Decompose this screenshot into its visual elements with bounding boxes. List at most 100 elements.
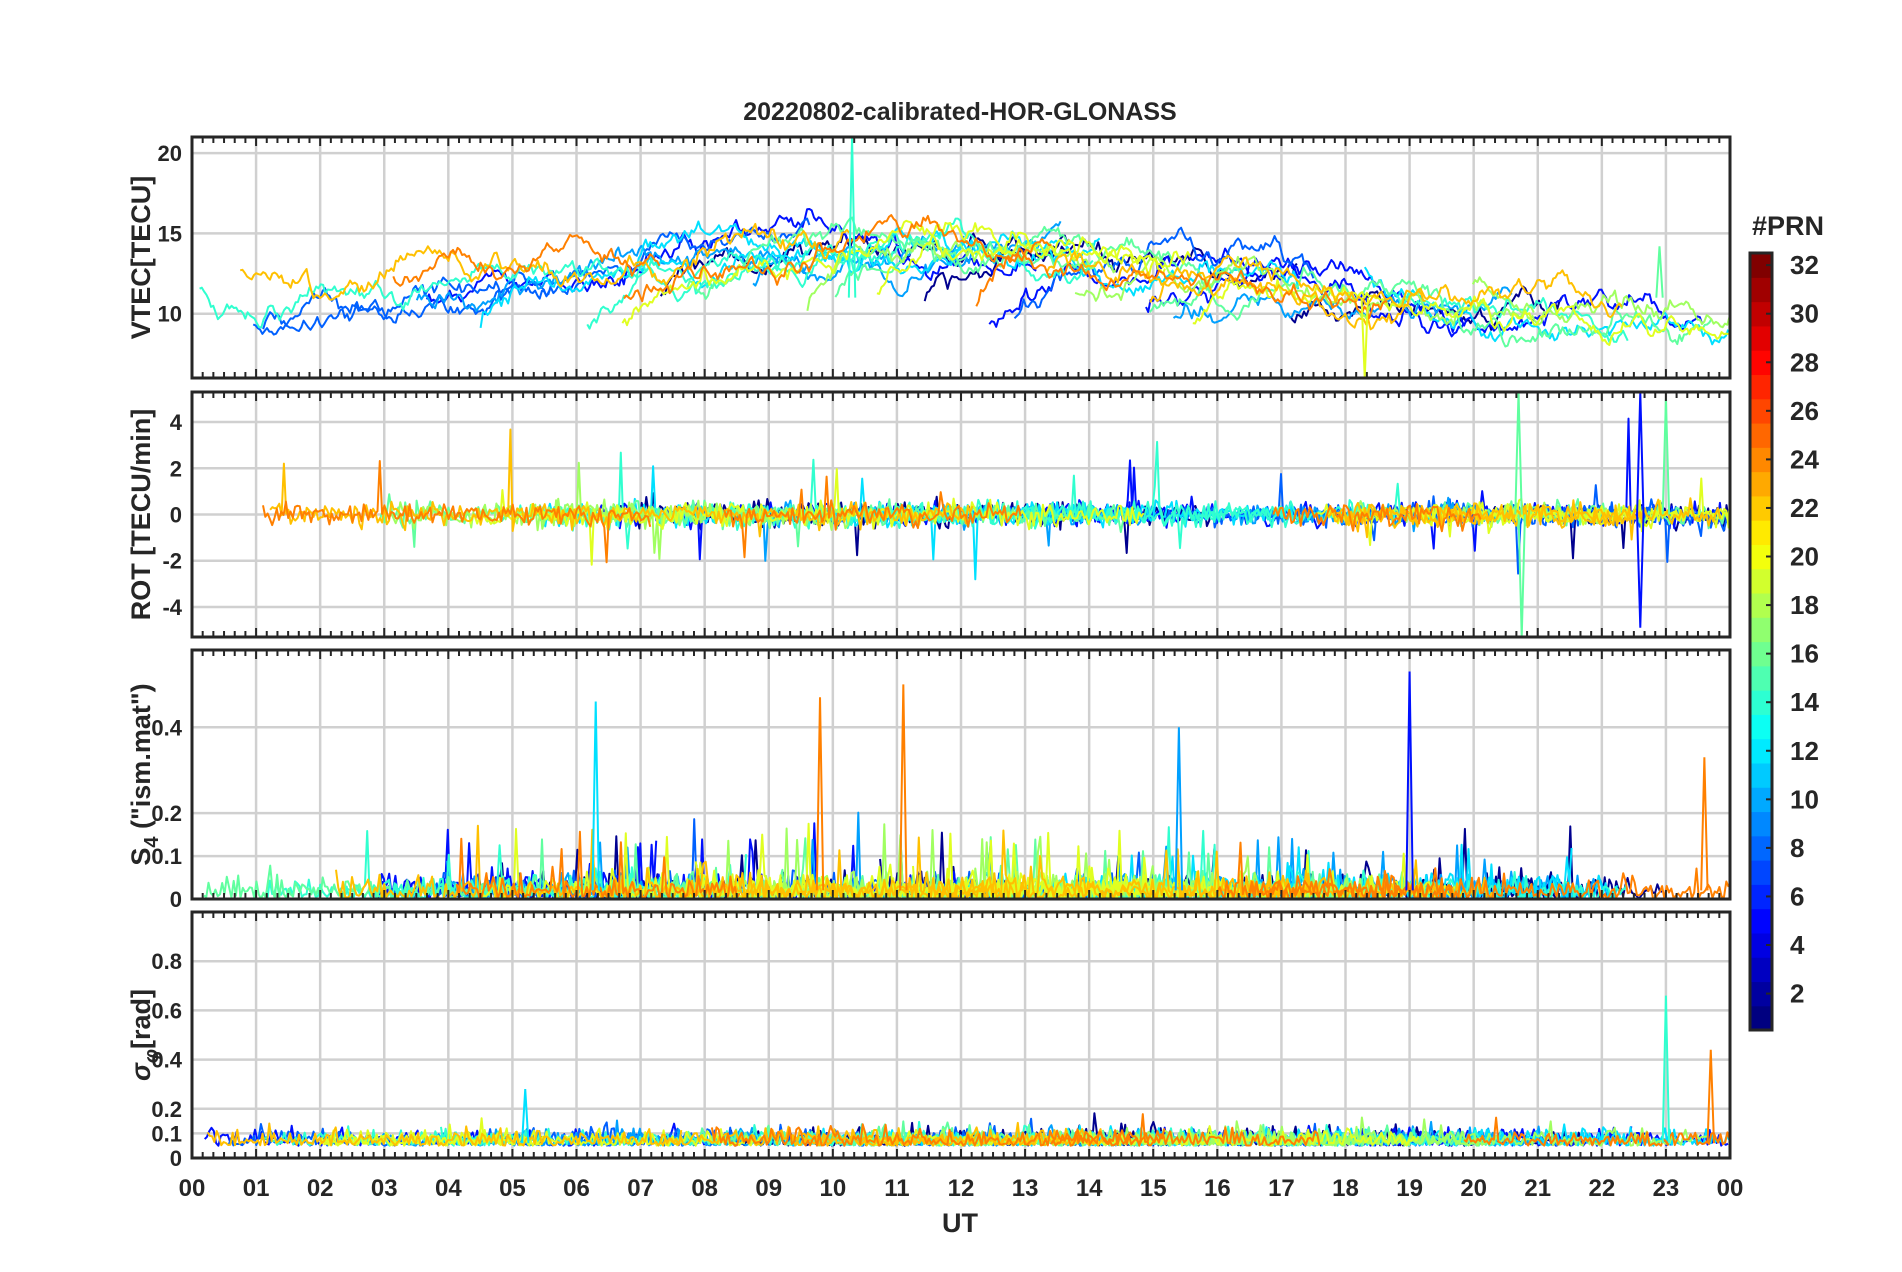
series-spike — [1700, 757, 1709, 891]
series-spike — [1514, 392, 1523, 515]
colorbar-swatch — [1750, 835, 1772, 861]
x-tick-label: 20 — [1460, 1175, 1487, 1202]
colorbar-tick-label: 8 — [1790, 833, 1804, 863]
colorbar-swatch — [1750, 495, 1772, 521]
series-line-prn-22 — [933, 829, 1497, 899]
x-tick-label: 04 — [435, 1175, 462, 1202]
series-spike — [1661, 995, 1671, 1144]
colorbar-swatch — [1750, 690, 1772, 715]
colorbar-swatch — [1750, 981, 1772, 1007]
x-tick-label: 13 — [1012, 1175, 1039, 1202]
colorbar-tick-label: 16 — [1790, 639, 1819, 669]
x-tick-labels: 00 01 02 03 04 05 06 07 08 09 10 11 12 13 14 15 16 17 18 19… — [179, 1175, 1744, 1202]
colorbar-swatch — [1750, 860, 1772, 885]
y-tick-label: 0.1 — [151, 844, 182, 869]
series-line-prn-24 — [1463, 1116, 1730, 1147]
y-axis-label: σφ[rad] — [126, 989, 163, 1081]
colorbar-swatch — [1750, 617, 1772, 643]
series-spike — [899, 684, 908, 891]
x-tick-label: 00 — [1717, 1175, 1744, 1202]
colorbar-tick-label: 24 — [1790, 444, 1819, 474]
y-tick-label: 0 — [170, 503, 182, 528]
colorbar-tick-label: 10 — [1790, 784, 1819, 814]
y-label-main: σ — [126, 1062, 156, 1081]
series-spike — [1405, 671, 1414, 891]
series-spike — [1706, 1049, 1715, 1144]
colorbar-swatch — [1750, 471, 1772, 497]
panel-rot: -4 -2 0 2 4 ROT [TECU/min] — [126, 390, 1732, 639]
x-tick-label: 11 — [884, 1175, 909, 1202]
series-line-prn-24 — [975, 252, 1388, 320]
series-line-prn-24 — [1050, 1113, 1321, 1147]
colorbar-swatch — [1750, 1005, 1772, 1031]
y-label-main: S — [126, 848, 156, 866]
x-tick-label: 18 — [1332, 1175, 1359, 1202]
colorbar-tick-label: 28 — [1790, 347, 1819, 377]
series-spike — [1655, 246, 1664, 298]
colorbar-swatch — [1750, 908, 1772, 934]
y-tick-label: 0 — [170, 1146, 182, 1171]
series-line-prn-24 — [392, 233, 661, 287]
colorbar-tick-label: 30 — [1790, 299, 1819, 329]
y-tick-label: 0 — [170, 887, 182, 912]
y-tick-label: 2 — [170, 456, 182, 481]
series-spike — [1636, 392, 1645, 515]
colorbar-swatch — [1750, 568, 1772, 594]
colorbar-swatch — [1750, 641, 1772, 667]
y-axis-label: VTEC[TECU] — [126, 176, 156, 340]
axes-frame — [190, 910, 1732, 1160]
colorbar-tick-label: 18 — [1790, 590, 1819, 620]
colorbar-swatch — [1750, 762, 1772, 788]
series-line-prn-22 — [1046, 251, 1623, 319]
colorbar-tick-label: 20 — [1790, 542, 1819, 572]
series-line-prn-22 — [239, 222, 850, 301]
x-tick-label: 15 — [1140, 1175, 1167, 1202]
colorbar-swatch — [1750, 350, 1772, 376]
series-spike — [591, 701, 600, 891]
y-tick-label: -4 — [162, 595, 182, 620]
panel-sigma: 00.10.2 0.4 0.6 0.8 σφ[rad] — [126, 910, 1732, 1171]
chart-title: 20220802-calibrated-HOR-GLONASS — [743, 98, 1176, 126]
x-tick-label: 14 — [1076, 1175, 1103, 1202]
x-tick-label: 00 — [179, 1175, 206, 1202]
colorbar-swatch — [1750, 301, 1772, 327]
series-line-prn-24 — [1272, 502, 1482, 533]
traces — [203, 995, 1730, 1147]
colorbar-tick-label: 32 — [1790, 250, 1819, 280]
x-axis-label: UT — [942, 1208, 978, 1238]
y-tick-label: 0.4 — [151, 715, 182, 740]
y-tick-label: 0.8 — [151, 949, 182, 974]
colorbar-swatch — [1750, 884, 1772, 910]
colorbar-tick-label: 12 — [1790, 736, 1819, 766]
colorbar-swatch — [1750, 277, 1772, 303]
y-label-rest: ("ism.mat") — [126, 683, 156, 836]
y-tick-label: 4 — [170, 410, 183, 435]
series-spike — [1174, 727, 1184, 891]
series-line-prn-20 — [1192, 278, 1729, 346]
y-label-rest: [rad] — [126, 989, 156, 1049]
y-tick-label: 10 — [158, 302, 182, 327]
colorbar-swatch — [1750, 932, 1772, 958]
colorbar-swatch — [1750, 811, 1772, 837]
colorbar-tick-label: 22 — [1790, 493, 1819, 523]
x-tick-label: 16 — [1204, 1175, 1231, 1202]
x-tick-label: 10 — [819, 1175, 846, 1202]
colorbar-title: #PRN — [1752, 211, 1824, 241]
colorbar-swatch — [1750, 738, 1772, 764]
series-line-prn-7 — [262, 281, 581, 330]
colorbar-tick-label: 26 — [1790, 396, 1819, 426]
colorbar-swatch — [1750, 253, 1772, 278]
colorbar-tick-label: 2 — [1790, 979, 1804, 1009]
series-spike — [1360, 297, 1369, 378]
x-tick-label: 06 — [563, 1175, 590, 1202]
series-spike — [1636, 514, 1645, 628]
colorbar-swatch — [1750, 447, 1772, 473]
x-tick-label: 01 — [243, 1175, 270, 1202]
series-spike — [815, 697, 825, 891]
x-tick-label: 09 — [755, 1175, 782, 1202]
series-spike — [521, 1089, 530, 1144]
x-tick-label: 12 — [948, 1175, 975, 1202]
colorbar-swatch — [1750, 422, 1772, 448]
